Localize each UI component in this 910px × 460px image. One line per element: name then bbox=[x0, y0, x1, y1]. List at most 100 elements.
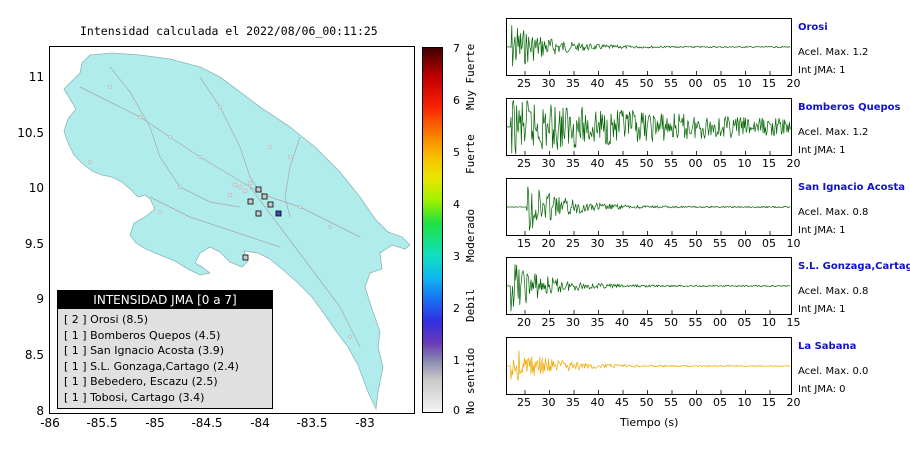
time-tick-label: 40 bbox=[615, 316, 629, 329]
time-tick-label: 35 bbox=[566, 396, 580, 409]
time-tick-label: 55 bbox=[664, 396, 678, 409]
time-tick-label: 25 bbox=[541, 316, 556, 329]
station-jma-intensity: Int JMA: 0 bbox=[798, 384, 846, 395]
time-tick-label: 25 bbox=[566, 237, 580, 250]
waveform-panel[interactable] bbox=[506, 257, 795, 315]
station-jma-intensity: Int JMA: 1 bbox=[798, 304, 846, 315]
time-tick-label: 30 bbox=[541, 77, 556, 90]
time-tick-label: 00 bbox=[688, 157, 703, 170]
legend-title: INTENSIDAD JMA [0 a 7] bbox=[58, 291, 272, 309]
time-tick-label: 45 bbox=[615, 77, 629, 90]
time-tick-label: 45 bbox=[615, 157, 629, 170]
colorbar-tick: 5 bbox=[453, 146, 460, 159]
time-tick-label: 50 bbox=[688, 237, 703, 250]
time-tick-label: 00 bbox=[688, 396, 703, 409]
y-tick-label: 8 bbox=[36, 404, 44, 418]
time-tick-label: 20 bbox=[517, 316, 531, 329]
time-tick-label: 35 bbox=[615, 237, 629, 250]
time-tick-label: 45 bbox=[639, 316, 654, 329]
time-tick-label: 05 bbox=[713, 157, 727, 170]
legend-item: [ 1 ] San Ignacio Acosta (3.9) bbox=[64, 344, 224, 357]
intensity-colorbar bbox=[422, 47, 443, 413]
colorbar-label-debil: Debil bbox=[464, 288, 477, 322]
time-tick-label: 50 bbox=[639, 396, 654, 409]
time-tick-label: 35 bbox=[566, 157, 580, 170]
time-tick-label: 40 bbox=[639, 237, 654, 250]
waveform-line bbox=[506, 264, 791, 312]
station-max-accel: Acel. Max. 0.0 bbox=[798, 366, 869, 377]
waveform-panel[interactable] bbox=[506, 337, 795, 395]
time-tick-label: 40 bbox=[590, 396, 605, 409]
y-tick-label: 9.5 bbox=[24, 237, 44, 251]
station-name[interactable]: La Sabana bbox=[798, 341, 857, 352]
time-tick-label: 40 bbox=[590, 157, 605, 170]
station-name[interactable]: San Ignacio Acosta bbox=[798, 182, 906, 193]
y-tick-label: 10.5 bbox=[17, 126, 44, 140]
time-tick-label: 25 bbox=[517, 77, 531, 90]
colorbar-label-moderado: Moderado bbox=[464, 209, 477, 262]
time-tick-label: 05 bbox=[713, 396, 727, 409]
y-tick-label: 10 bbox=[28, 181, 44, 195]
time-tick-label: 05 bbox=[762, 237, 776, 250]
waveform-line bbox=[507, 25, 791, 67]
time-tick-label: 20 bbox=[786, 396, 801, 409]
time-tick-label: 50 bbox=[664, 316, 678, 329]
station-dots bbox=[88, 85, 352, 339]
time-tick-label: 35 bbox=[590, 316, 605, 329]
time-tick-label: 55 bbox=[713, 237, 727, 250]
time-tick-label: 10 bbox=[737, 77, 752, 90]
legend-item: [ 1 ] Bebedero, Escazu (2.5) bbox=[64, 375, 218, 388]
x-tick-label: -85 bbox=[145, 416, 165, 430]
time-tick-label: 45 bbox=[664, 237, 678, 250]
time-tick-label: 00 bbox=[688, 77, 703, 90]
intensity-legend: INTENSIDAD JMA [0 a 7] [ 2 ] Orosi (8.5)… bbox=[57, 290, 273, 409]
x-tick-label: -85.5 bbox=[86, 416, 118, 430]
colorbar-label-fuerte: Fuerte bbox=[464, 134, 477, 174]
waveform-panel[interactable] bbox=[506, 98, 795, 156]
waveform-line bbox=[506, 186, 791, 231]
waveform-trace bbox=[506, 350, 795, 394]
time-tick-label: 10 bbox=[737, 157, 752, 170]
time-tick-label: 10 bbox=[737, 396, 752, 409]
time-tick-label: 00 bbox=[737, 237, 752, 250]
station-max-accel: Acel. Max. 1.2 bbox=[798, 47, 869, 58]
colorbar-tick: 3 bbox=[453, 250, 460, 263]
time-tick-label: 30 bbox=[541, 396, 556, 409]
time-tick-label: 05 bbox=[713, 77, 727, 90]
y-tick-label: 11 bbox=[28, 70, 44, 84]
time-tick-label: 50 bbox=[639, 157, 654, 170]
time-tick-label: 35 bbox=[566, 77, 580, 90]
waveform-trace bbox=[506, 99, 795, 155]
station-name[interactable]: Orosi bbox=[798, 22, 828, 33]
time-tick-label: 20 bbox=[541, 237, 556, 250]
station-max-accel: Acel. Max. 0.8 bbox=[798, 286, 869, 297]
x-tick-label: -86 bbox=[40, 416, 60, 430]
legend-item: [ 1 ] Bomberos Quepos (4.5) bbox=[64, 328, 221, 342]
x-tick-label: -83 bbox=[355, 416, 375, 430]
time-tick-label: 10 bbox=[786, 237, 801, 250]
legend-item: [ 2 ] Orosi (8.5) bbox=[64, 313, 149, 326]
station-name[interactable]: S.L. Gonzaga,Cartago bbox=[798, 261, 910, 272]
x-tick-label: -84.5 bbox=[191, 416, 223, 430]
colorbar-tick: 6 bbox=[453, 94, 460, 107]
waveform-panel[interactable] bbox=[506, 18, 795, 76]
station-jma-intensity: Int JMA: 1 bbox=[798, 145, 846, 156]
station-name[interactable]: Bomberos Quepos bbox=[798, 102, 901, 113]
time-tick-label: 40 bbox=[590, 77, 605, 90]
waveform-trace bbox=[507, 25, 795, 75]
time-tick-label: 20 bbox=[786, 157, 801, 170]
station-max-accel: Acel. Max. 1.2 bbox=[798, 127, 869, 138]
time-tick-label: 55 bbox=[664, 157, 678, 170]
time-tick-label: 30 bbox=[590, 237, 605, 250]
time-tick-label: 55 bbox=[688, 316, 703, 329]
waveform-panel[interactable] bbox=[506, 178, 795, 236]
colorbar-tick: 2 bbox=[453, 302, 460, 315]
x-tick-label: -83.5 bbox=[296, 416, 328, 430]
time-tick-label: 15 bbox=[762, 77, 776, 90]
time-tick-label: 55 bbox=[664, 77, 678, 90]
costa-rica-map bbox=[63, 52, 411, 411]
time-tick-label: 30 bbox=[541, 157, 556, 170]
colorbar-label-muy-fuerte: Muy Fuerte bbox=[464, 43, 477, 110]
time-tick-label: 00 bbox=[713, 316, 727, 329]
station-max-accel: Acel. Max. 0.8 bbox=[798, 207, 869, 218]
